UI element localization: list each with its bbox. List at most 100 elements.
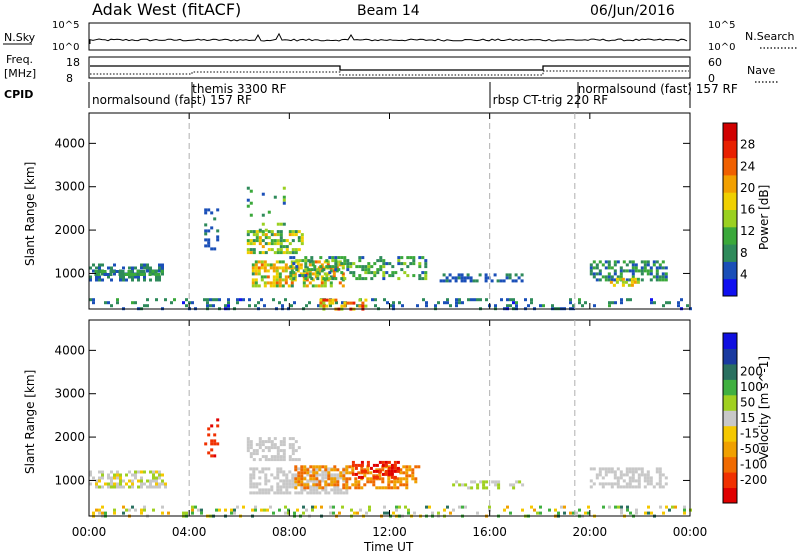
data-cell: [470, 298, 473, 302]
nsearch-tick-bottom: 10^0: [708, 42, 735, 53]
data-cell: [284, 281, 288, 285]
data-cell: [152, 508, 155, 512]
data-cell: [635, 511, 638, 515]
data-cell: [609, 280, 613, 284]
data-cell: [325, 298, 329, 302]
data-cell: [279, 230, 283, 234]
data-cell: [346, 268, 350, 272]
data-cell: [343, 259, 347, 263]
data-cell: [295, 265, 299, 269]
data-cell: [386, 511, 389, 515]
data-cell: [458, 298, 461, 302]
data-cell: [331, 259, 335, 263]
data-cell: [316, 271, 320, 275]
data-cell: [361, 277, 365, 281]
data-cell: [424, 277, 428, 281]
data-cell: [288, 470, 292, 474]
velocity-colorbar-label: Velocity [m s^-1]: [757, 356, 771, 460]
data-cell: [342, 474, 346, 478]
data-cell: [110, 476, 113, 480]
data-cell: [305, 284, 309, 288]
data-cell: [370, 265, 374, 269]
data-cell: [399, 471, 403, 475]
data-cell: [400, 256, 404, 260]
data-cell: [509, 304, 512, 308]
data-cell: [294, 449, 298, 453]
data-cell: [589, 272, 593, 276]
data-cell: [408, 465, 412, 469]
velocity-data: [89, 418, 692, 518]
data-cell: [304, 268, 308, 272]
data-cell: [482, 483, 486, 487]
data-cell: [646, 482, 650, 486]
data-cell: [442, 273, 446, 277]
data-cell: [389, 304, 392, 308]
data-cell: [261, 213, 265, 217]
data-cell: [320, 263, 324, 267]
data-cell: [500, 298, 503, 302]
data-cell: [655, 470, 659, 474]
data-cell: [249, 476, 253, 480]
data-cell: [276, 467, 280, 471]
data-cell: [149, 485, 152, 489]
data-cell: [309, 477, 313, 481]
data-cell: [506, 298, 509, 302]
data-cell: [458, 505, 461, 509]
data-cell: [89, 470, 92, 474]
data-cell: [315, 483, 319, 487]
data-cell: [210, 442, 214, 446]
data-cell: [249, 452, 253, 456]
data-cell: [376, 268, 380, 272]
data-cell: [367, 262, 371, 266]
data-cell: [449, 511, 452, 515]
data-cell: [297, 446, 301, 450]
data-cell: [210, 448, 214, 452]
data-cell: [270, 242, 274, 246]
data-cell: [267, 488, 271, 492]
data-cell: [275, 272, 279, 276]
data-cell: [122, 479, 125, 483]
data-cell: [647, 505, 650, 509]
data-cell: [116, 298, 119, 302]
data-cell: [622, 473, 626, 477]
data-cell: [625, 467, 629, 471]
data-cell: [524, 298, 527, 302]
data-cell: [398, 505, 401, 509]
data-cell: [610, 470, 614, 474]
data-cell: [273, 233, 277, 237]
data-cell: [372, 474, 376, 478]
data-cell: [411, 477, 415, 481]
data-cell: [460, 273, 464, 277]
data-cell: [509, 298, 512, 302]
data-cell: [300, 480, 304, 484]
data-cell: [358, 256, 362, 260]
data-cell: [387, 480, 391, 484]
data-cell: [143, 275, 146, 279]
data-cell: [101, 470, 104, 474]
data-cell: [379, 265, 383, 269]
data-cell: [649, 269, 653, 273]
data-cell: [246, 239, 250, 243]
colorbar-swatch: [723, 192, 737, 210]
data-cell: [264, 482, 268, 486]
data-cell: [613, 272, 617, 276]
data-cell: [224, 508, 227, 512]
data-cell: [275, 278, 279, 282]
data-cell: [454, 276, 458, 280]
data-cell: [122, 275, 125, 279]
data-cell: [329, 281, 333, 285]
data-cell: [342, 483, 346, 487]
data-cell: [260, 263, 264, 267]
data-cell: [618, 277, 622, 281]
data-cell: [372, 463, 376, 467]
data-cell: [89, 275, 92, 279]
data-cell: [363, 469, 367, 473]
data-cell: [601, 467, 605, 471]
data-cell: [133, 273, 137, 276]
data-cell: [143, 304, 146, 308]
data-cell: [258, 476, 262, 480]
data-cell: [299, 272, 303, 276]
colorbar-tick-label: 24: [740, 159, 755, 173]
data-cell: [291, 479, 295, 483]
data-cell: [161, 505, 164, 509]
